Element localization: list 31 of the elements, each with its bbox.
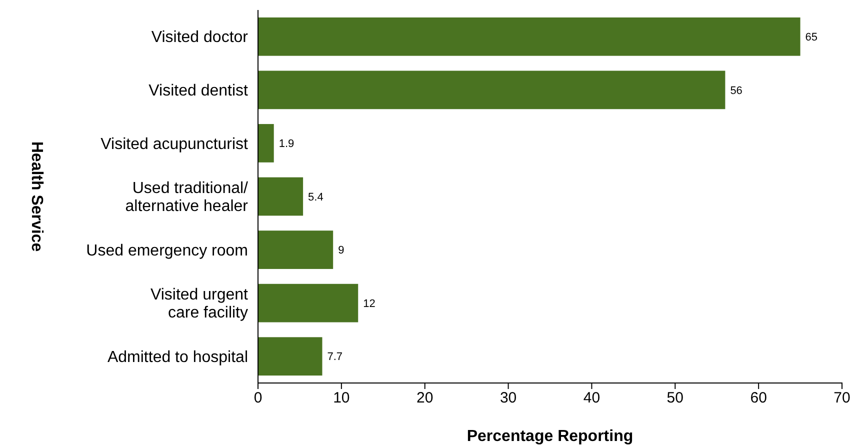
x-tick-label: 70 [834,390,850,407]
y-tick-label: Visited acupuncturist [100,136,249,153]
y-tick-label: Visited dentist [148,82,249,100]
bar [258,337,322,376]
data-label: 9 [338,244,344,257]
bar [258,17,800,56]
x-tick-label: 30 [500,390,517,407]
bar [258,177,304,216]
y-tick-label: Visited doctor [151,29,249,46]
x-tick-label: 60 [750,390,767,407]
bar [258,284,358,322]
x-tick-label: 40 [583,390,600,407]
data-label: 1.9 [278,138,294,150]
bar [258,124,274,162]
data-label: 56 [730,84,742,97]
x-tick-label: 20 [416,390,434,407]
data-label: 12 [363,298,376,310]
data-label: 7.7 [327,351,343,364]
x-tick-label: 50 [666,390,684,407]
bar [258,70,726,110]
data-label: 5.4 [308,191,324,204]
x-tick-label: 0 [254,390,262,407]
y-tick-label: Used traditional/ alternative healer [125,180,249,216]
x-tick-label: 10 [333,390,350,407]
data-label: 65 [805,31,818,44]
x-axis-title: Percentage Reporting [466,428,634,445]
y-tick-label: Visited urgent care facility [150,286,249,322]
y-axis-title: Health Service [28,141,45,252]
bar [258,230,334,269]
y-tick-label: Admitted to hospital [107,348,248,366]
y-tick-label: Used emergency room [86,242,248,260]
